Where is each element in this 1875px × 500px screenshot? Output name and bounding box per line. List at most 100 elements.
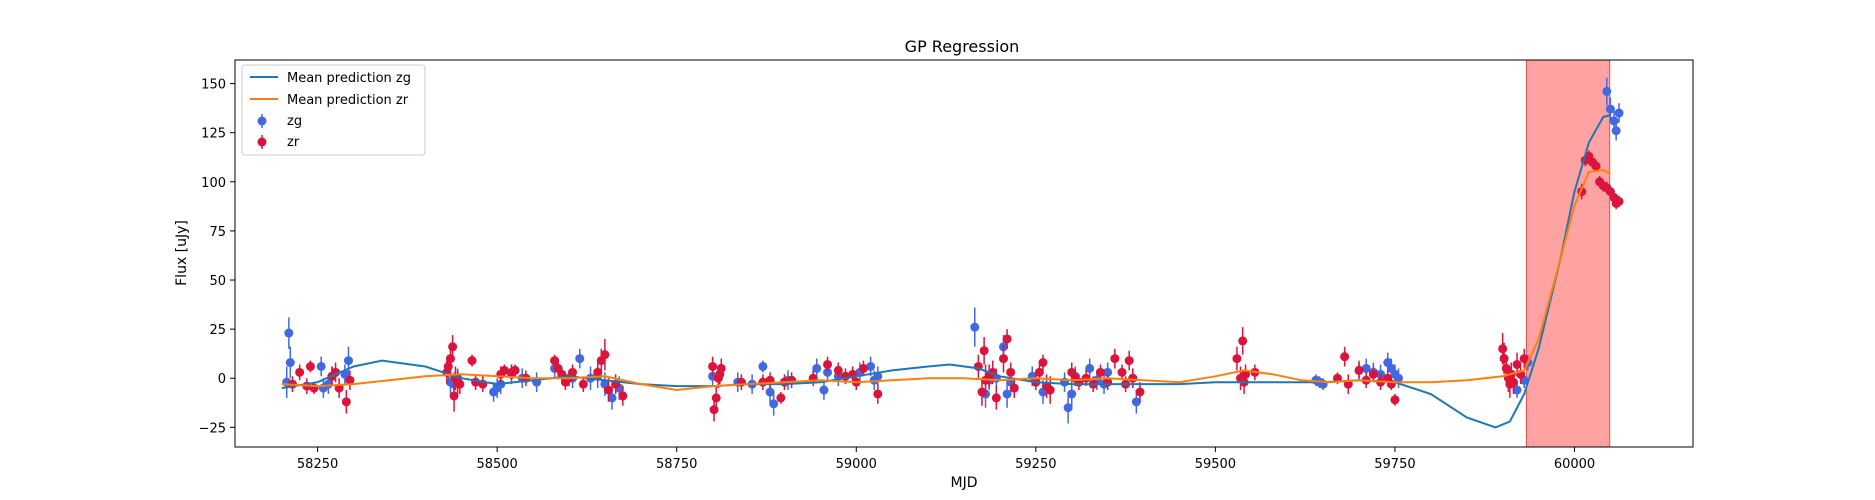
chart-title: GP Regression [905,37,1020,56]
legend-label-zr-line: Mean prediction zr [287,93,409,108]
point-zr [449,391,459,401]
point-zr [776,393,786,403]
plot-area [281,60,1624,447]
point-zr [593,367,603,377]
plot-frame [234,59,1694,448]
y-axis-label: Flux [uJy] [174,220,190,286]
point-zr [1232,354,1242,364]
point-zr [1508,377,1518,387]
point-zg [769,399,779,409]
point-zr [1128,373,1138,383]
legend-marker-zr [257,137,267,147]
point-zg [819,385,829,395]
point-zr [1124,356,1134,366]
point-zg [1609,116,1619,126]
y-axis: −25 0 25 50 75 100 125 150 [199,78,235,436]
y-tick-label: 150 [201,78,226,93]
point-zr [603,385,613,395]
point-zr [823,359,833,369]
point-zr [709,405,719,415]
point-zr [1034,367,1044,377]
point-zr [305,361,315,371]
point-zr [600,350,610,360]
y-tick-label: 25 [209,323,226,338]
legend-label-zg: zg [287,114,302,129]
x-tick-label: 58250 [297,457,338,472]
point-zr [1095,367,1105,377]
x-axis: 58250 58500 58750 59000 59250 59500 59750 60000 [297,447,1595,472]
y-tick-label: 100 [201,176,226,191]
x-tick-label: 58750 [656,457,697,472]
point-zr [499,365,509,375]
point-zg [812,363,822,373]
y-tick-label: 0 [218,372,226,387]
point-zr [1135,387,1145,397]
point-zr [445,354,455,364]
point-zg [1103,367,1113,377]
point-zg [607,393,617,403]
point-zr [1110,354,1120,364]
point-zr [467,356,477,366]
y-tick-label: −25 [199,421,226,436]
point-zr [1519,354,1529,364]
point-zg [316,361,326,371]
point-zr [711,393,721,403]
point-zr [1591,161,1601,171]
point-zr [1340,352,1350,362]
point-zr [999,354,1009,364]
point-zr [1614,196,1624,206]
point-zg [1614,108,1624,118]
point-zr [1390,395,1400,405]
line-mean-prediction-zr [281,168,1611,392]
x-tick-label: 59000 [836,457,877,472]
point-zr [618,391,628,401]
point-zr [341,397,351,407]
point-zg [284,328,294,338]
point-zr [295,367,305,377]
point-zr [858,363,868,373]
point-zg [1361,363,1371,373]
y-tick-label: 125 [201,127,226,142]
point-zr [708,361,718,371]
point-zr [716,363,726,373]
x-tick-label: 59500 [1195,457,1236,472]
point-zr [1038,358,1048,368]
point-zg [1394,373,1404,383]
point-zg [575,354,585,364]
point-zr [1002,334,1012,344]
point-zr [873,389,883,399]
point-zr [1238,336,1248,346]
point-zg [1002,389,1012,399]
x-tick-label: 59250 [1015,457,1056,472]
y-tick-label: 50 [209,274,226,289]
point-zr [977,387,987,397]
shaded-region [1525,60,1611,447]
point-zr [1045,385,1055,395]
point-zr [448,342,458,352]
point-zr [345,375,355,385]
point-zg [758,361,768,371]
legend-frame [241,64,426,156]
legend-marker-zg [257,116,267,126]
legend-label-zr: zr [287,135,300,150]
point-zg [1602,86,1612,96]
x-tick-label: 58500 [476,457,517,472]
point-zr [1368,369,1378,379]
legend: Mean prediction zg Mean prediction zr zg… [241,64,426,156]
point-zr [510,365,520,375]
point-zg [285,358,295,368]
point-zg [1131,397,1141,407]
point-zg [343,356,353,366]
point-zr [991,393,1001,403]
y-tick-label: 75 [209,225,226,240]
point-zr [443,361,453,371]
point-zg [765,387,775,397]
point-zr [1009,383,1019,393]
point-zr [455,379,465,389]
point-zr [550,356,560,366]
point-zr [1498,344,1508,354]
point-zr [979,346,989,356]
x-tick-label: 60000 [1554,457,1595,472]
point-zr [833,365,843,375]
point-zr [1499,354,1509,364]
